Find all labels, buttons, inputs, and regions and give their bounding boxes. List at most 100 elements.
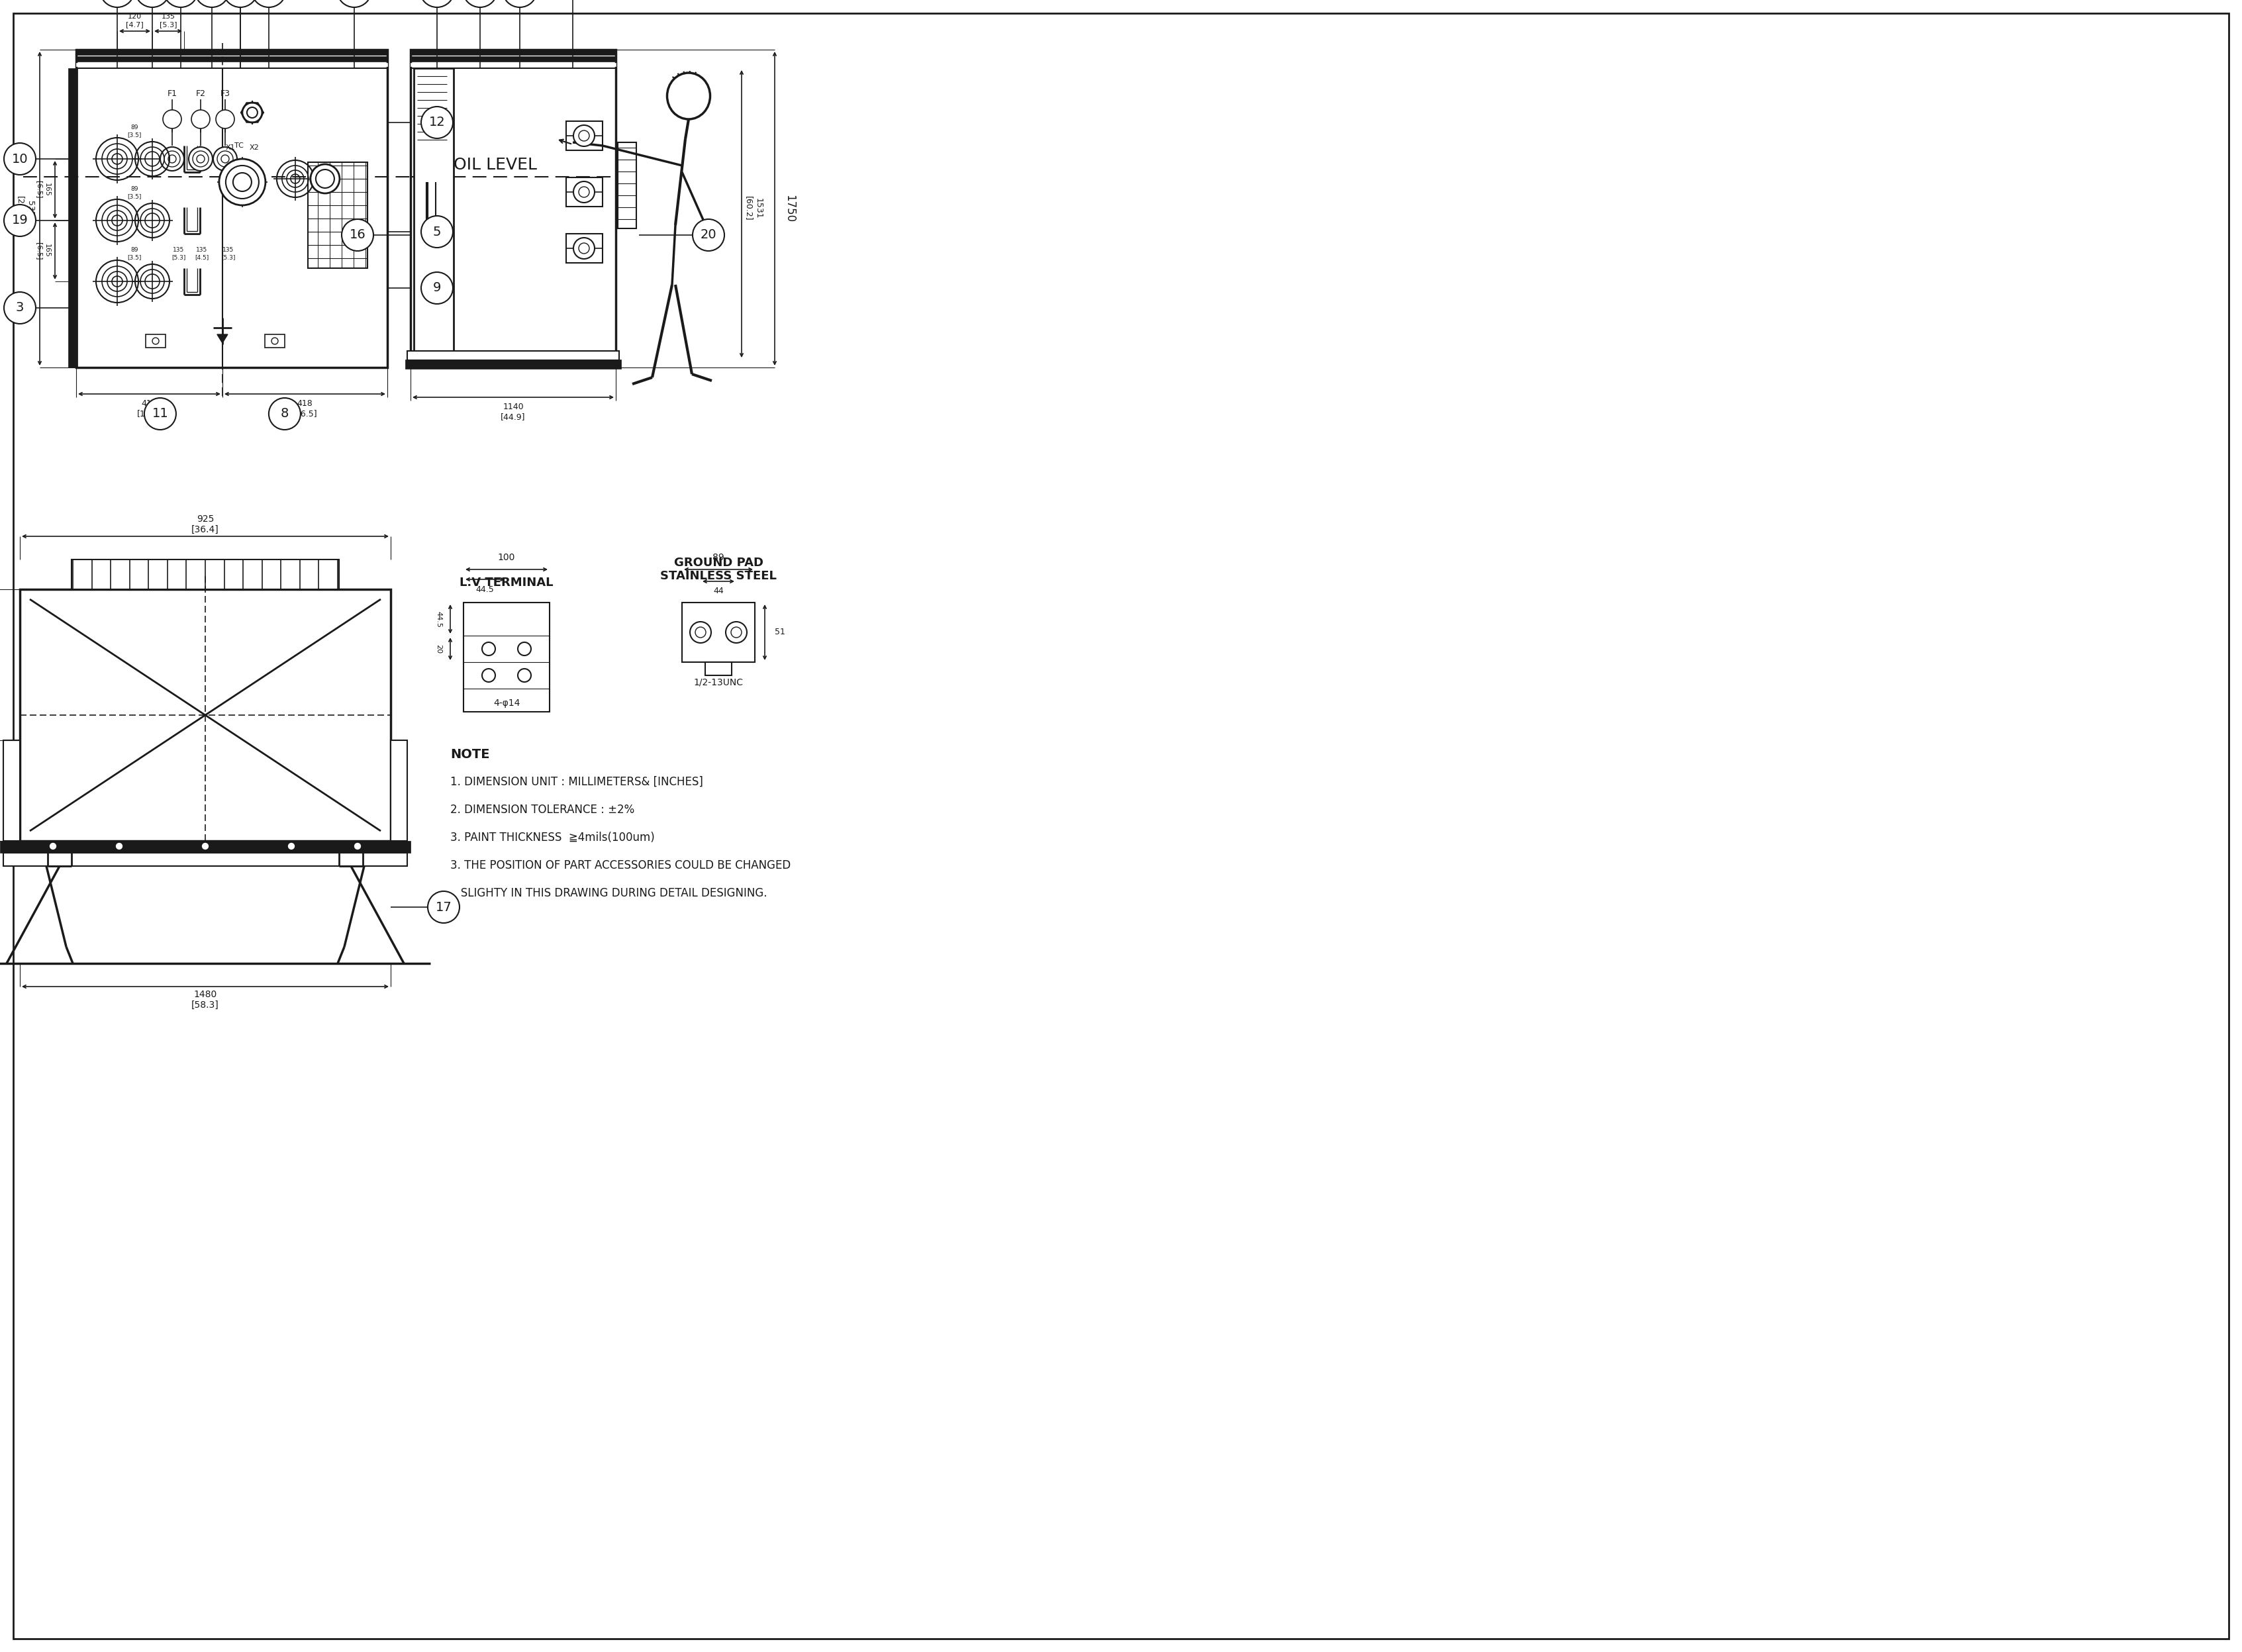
Text: 120
[4.7]: 120 [4.7]	[126, 13, 143, 28]
Text: 4-φ14: 4-φ14	[493, 699, 520, 707]
Circle shape	[4, 292, 36, 324]
Circle shape	[421, 216, 453, 248]
Bar	[567, 121, 603, 150]
Text: 20: 20	[435, 644, 442, 654]
Circle shape	[287, 843, 296, 851]
Circle shape	[135, 0, 170, 7]
Bar	[76, 50, 388, 367]
Bar	[2, 740, 20, 841]
Text: 44.5: 44.5	[435, 611, 442, 628]
Circle shape	[159, 147, 184, 170]
Text: 89
[3.5]: 89 [3.5]	[128, 248, 141, 259]
Text: 1140
[44.9]: 1140 [44.9]	[500, 403, 525, 421]
Circle shape	[309, 164, 339, 193]
Text: SLIGHTY IN THIS DRAWING DURING DETAIL DESIGNING.: SLIGHTY IN THIS DRAWING DURING DETAIL DE…	[451, 887, 767, 899]
Text: 418
[16.5]: 418 [16.5]	[137, 400, 161, 418]
Circle shape	[726, 621, 747, 643]
Text: GROUND PAD
STAINLESS STEEL: GROUND PAD STAINLESS STEEL	[659, 557, 776, 582]
Circle shape	[195, 0, 229, 7]
Bar	[76, 56, 388, 61]
Circle shape	[271, 337, 278, 344]
Bar	[682, 603, 756, 662]
Circle shape	[215, 111, 235, 129]
Text: 3: 3	[16, 302, 25, 314]
Bar	[0, 841, 410, 852]
Text: 418
[16.5]: 418 [16.5]	[291, 400, 318, 418]
Text: 1. DIMENSION UNIT : MILLIMETERS& [INCHES]: 1. DIMENSION UNIT : MILLIMETERS& [INCHES…	[451, 776, 704, 788]
Text: F3: F3	[220, 89, 231, 97]
Circle shape	[518, 643, 531, 656]
Text: 44: 44	[713, 586, 724, 595]
Text: NOTE: NOTE	[451, 748, 489, 762]
Bar	[464, 603, 549, 712]
Text: 135
[4.5]: 135 [4.5]	[195, 248, 209, 259]
Bar	[20, 590, 390, 841]
Text: 165
[6.5]: 165 [6.5]	[36, 243, 49, 259]
Text: 165
[6.5]: 165 [6.5]	[36, 182, 49, 198]
Text: OIL LEVEL: OIL LEVEL	[453, 157, 538, 173]
Bar	[72, 560, 339, 590]
Text: 12: 12	[428, 116, 446, 129]
Text: F1: F1	[168, 89, 177, 97]
Circle shape	[421, 273, 453, 304]
Circle shape	[693, 220, 724, 251]
Circle shape	[341, 220, 374, 251]
Circle shape	[220, 159, 265, 205]
Bar	[265, 334, 285, 347]
Bar	[67, 68, 78, 367]
Circle shape	[164, 111, 182, 129]
Text: 135
[5.3]: 135 [5.3]	[222, 248, 235, 259]
Text: 17: 17	[435, 900, 453, 914]
Circle shape	[269, 398, 300, 430]
Bar	[567, 233, 603, 263]
Text: X1: X1	[226, 144, 235, 150]
Text: 5: 5	[433, 225, 442, 238]
Circle shape	[4, 144, 36, 175]
Text: L.V TERMINAL: L.V TERMINAL	[460, 577, 554, 588]
Circle shape	[49, 843, 56, 851]
Circle shape	[336, 0, 372, 7]
Circle shape	[462, 0, 498, 7]
Circle shape	[691, 621, 711, 643]
Circle shape	[247, 107, 258, 117]
Text: TC: TC	[235, 142, 244, 149]
Circle shape	[101, 0, 135, 7]
Bar	[706, 662, 731, 676]
Circle shape	[482, 669, 495, 682]
Circle shape	[152, 337, 159, 344]
Circle shape	[164, 0, 197, 7]
Bar	[408, 350, 619, 360]
Text: 100: 100	[498, 553, 516, 562]
Text: 1/2-13UNC: 1/2-13UNC	[693, 677, 744, 687]
Text: 9: 9	[433, 282, 442, 294]
Circle shape	[4, 205, 36, 236]
Circle shape	[224, 0, 258, 7]
Bar	[619, 142, 637, 228]
Bar	[410, 56, 617, 61]
Bar	[410, 50, 617, 55]
Text: 16: 16	[350, 228, 365, 241]
Text: 3. PAINT THICKNESS  ≧4mils(100um): 3. PAINT THICKNESS ≧4mils(100um)	[451, 831, 655, 844]
Bar	[146, 334, 166, 347]
Bar	[76, 50, 388, 55]
Text: 11: 11	[152, 408, 168, 420]
Circle shape	[419, 0, 455, 7]
Text: 20: 20	[700, 228, 717, 241]
Circle shape	[574, 126, 594, 147]
Text: 135
[5.3]: 135 [5.3]	[173, 248, 186, 259]
Text: F2: F2	[195, 89, 206, 97]
Circle shape	[143, 398, 177, 430]
Bar	[2, 852, 408, 866]
Bar	[567, 177, 603, 206]
Text: 8: 8	[280, 408, 289, 420]
Circle shape	[114, 843, 123, 851]
Text: X2: X2	[249, 144, 260, 150]
Text: 1750: 1750	[782, 195, 796, 223]
Bar	[307, 162, 368, 268]
Text: 3. THE POSITION OF PART ACCESSORIES COULD BE CHANGED: 3. THE POSITION OF PART ACCESSORIES COUL…	[451, 859, 791, 871]
Circle shape	[518, 669, 531, 682]
Circle shape	[421, 107, 453, 139]
Circle shape	[191, 111, 211, 129]
Text: 2. DIMENSION TOLERANCE : ±2%: 2. DIMENSION TOLERANCE : ±2%	[451, 805, 634, 816]
Circle shape	[574, 238, 594, 259]
